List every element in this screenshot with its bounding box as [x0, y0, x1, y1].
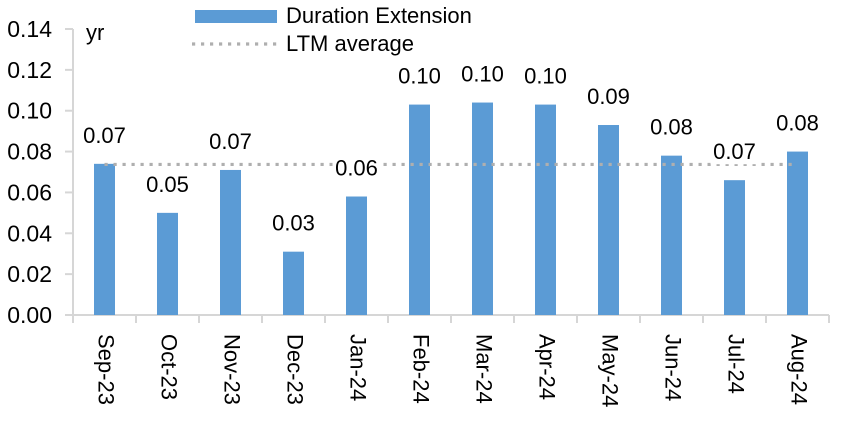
y-axis-tick-label: 0.08 — [7, 139, 52, 165]
y-axis-tick-label: 0.10 — [7, 98, 52, 124]
x-axis-label-sep-23: Sep-23 — [94, 334, 119, 405]
y-axis-tick-label: 0.14 — [7, 16, 52, 42]
bar-value-label-jun-24: 0.08 — [650, 115, 693, 140]
bar-value-label-background — [80, 125, 129, 148]
bar-value-label-nov-23: 0.07 — [209, 129, 252, 154]
bar-value-label-jul-24: 0.07 — [713, 139, 756, 164]
x-axis-label-dec-23: Dec-23 — [283, 334, 308, 405]
bar-mar-24 — [472, 102, 493, 316]
bar-value-label-mar-24: 0.10 — [461, 62, 504, 87]
bar-jun-24 — [661, 155, 682, 315]
bar-aug-24 — [787, 151, 808, 315]
y-axis-tick-label: 0.12 — [7, 57, 52, 83]
y-axis-tick-label: 0.06 — [7, 179, 52, 205]
bar-dec-23 — [283, 251, 304, 315]
bar-value-label-dec-23: 0.03 — [272, 211, 315, 236]
bar-oct-23 — [157, 212, 178, 315]
bar-value-label-apr-24: 0.10 — [524, 64, 567, 89]
bar-value-label-background — [269, 213, 318, 236]
legend-label-duration-extension: Duration Extension — [286, 3, 472, 28]
bar-value-label-background — [521, 66, 570, 89]
bar-value-label-background — [584, 87, 633, 110]
bar-apr-24 — [535, 104, 556, 315]
x-axis-label-feb-24: Feb-24 — [409, 334, 434, 404]
bar-value-label-may-24: 0.09 — [587, 84, 630, 109]
bar-value-label-oct-23: 0.05 — [146, 172, 189, 197]
bar-value-label-background — [458, 64, 507, 87]
bar-value-label-feb-24: 0.10 — [398, 64, 441, 89]
y-axis-tick-label: 0.04 — [7, 220, 52, 246]
unit-label: yr — [86, 20, 104, 45]
x-axis-label-mar-24: Mar-24 — [472, 334, 497, 404]
x-axis-label-apr-24: Apr-24 — [535, 334, 560, 400]
bar-feb-24 — [409, 104, 430, 315]
y-axis-tick-label: 0.00 — [7, 302, 52, 328]
x-axis-label-aug-24: Aug-24 — [787, 334, 812, 405]
bar-value-label-background — [206, 131, 255, 154]
bar-value-label-jan-24: 0.06 — [335, 156, 378, 181]
bar-sep-23 — [94, 163, 115, 315]
bar-value-label-sep-23: 0.07 — [83, 123, 126, 148]
legend-swatch-duration-extension — [195, 10, 277, 23]
bar-value-label-background — [395, 66, 444, 89]
bar-value-label-aug-24: 0.08 — [776, 111, 819, 136]
bar-value-label-background — [710, 142, 759, 165]
bar-value-label-background — [773, 113, 822, 136]
bar-value-label-background — [332, 158, 381, 181]
x-axis-label-may-24: May-24 — [598, 334, 623, 407]
legend-label-ltm-average: LTM average — [286, 31, 414, 56]
x-axis-label-jan-24: Jan-24 — [346, 334, 371, 401]
bar-value-label-background — [647, 117, 696, 140]
bar-value-label-background — [143, 174, 192, 197]
x-axis-label-nov-23: Nov-23 — [220, 334, 245, 405]
x-axis-label-oct-23: Oct-23 — [157, 334, 182, 400]
x-axis-label-jul-24: Jul-24 — [724, 334, 749, 394]
x-axis-label-jun-24: Jun-24 — [661, 334, 686, 401]
bar-jul-24 — [724, 180, 745, 315]
bar-may-24 — [598, 125, 619, 315]
y-axis-tick-label: 0.02 — [7, 261, 52, 287]
bar-nov-23 — [220, 169, 241, 315]
bar-jan-24 — [346, 196, 367, 315]
